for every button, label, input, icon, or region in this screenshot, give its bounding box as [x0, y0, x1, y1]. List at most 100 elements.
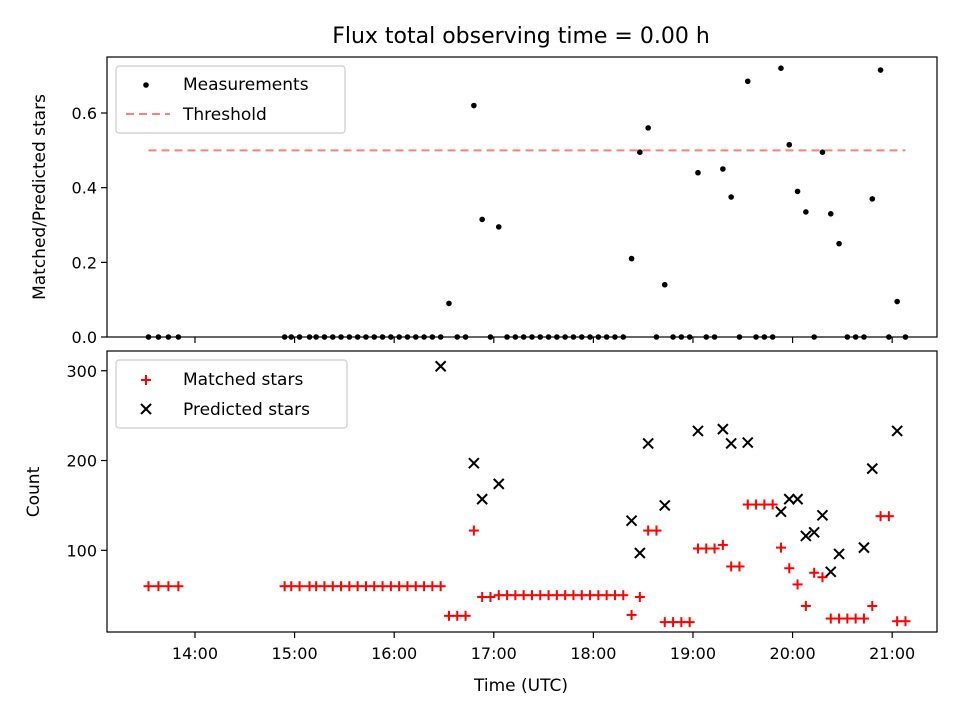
bottom-y-tick-label: 300 — [66, 362, 97, 381]
predicted-point — [891, 425, 903, 437]
predicted-point — [808, 526, 820, 539]
top-y-tick-label: 0.6 — [72, 104, 97, 123]
matched-point — [867, 600, 878, 611]
predicted-point — [725, 437, 737, 450]
predicted-point — [775, 505, 787, 518]
predicted-point — [742, 436, 754, 449]
top-y-tick-label: 0.2 — [72, 253, 97, 272]
predicted-point — [634, 547, 646, 559]
measurement-point — [479, 216, 485, 223]
matched-point — [817, 572, 828, 583]
measurement-point — [819, 149, 826, 155]
measurement-point — [836, 240, 842, 247]
predicted-point — [476, 493, 488, 505]
matched-point — [435, 581, 446, 592]
matched-point — [618, 590, 629, 601]
measurement-point — [637, 149, 643, 155]
matched-point — [153, 581, 164, 592]
x-tick-label: 20:00 — [770, 644, 816, 663]
x-tick-label: 15:00 — [272, 644, 318, 663]
matched-point — [775, 542, 786, 553]
matched-point — [900, 616, 911, 627]
measurement-point — [645, 125, 651, 131]
matched-point — [800, 600, 811, 611]
matched-point — [792, 579, 803, 590]
top-y-tick-label: 0.4 — [72, 179, 97, 198]
top-legend-box — [115, 65, 346, 134]
x-tick-label: 18:00 — [570, 644, 616, 663]
measurement-point — [803, 209, 809, 215]
top-y-tick-label: 0.0 — [72, 328, 97, 347]
measurement-point — [695, 169, 701, 176]
top-y-ticks: 0.0 0.2 0.4 0.6 — [72, 104, 107, 347]
predicted-point — [783, 493, 795, 505]
measurement-point — [661, 281, 668, 288]
predicted-point — [659, 499, 671, 512]
x-axis-label: Time (UTC) — [473, 676, 568, 696]
matched-point — [809, 567, 820, 578]
measurement-point — [827, 211, 834, 217]
matched-point — [767, 499, 778, 510]
x-tick-label: 14:00 — [172, 644, 218, 663]
matched-point — [858, 613, 869, 624]
bottom-plot-frame — [106, 350, 938, 633]
predicted-point — [833, 548, 845, 560]
predicted-point — [468, 457, 480, 469]
matched-point — [717, 539, 728, 550]
matched-point — [634, 591, 645, 602]
measurement-point — [744, 78, 751, 85]
matched-point — [626, 609, 637, 620]
top-plot-frame — [106, 56, 938, 338]
measurement-point — [495, 224, 502, 230]
chart-title: Flux total observing time = 0.00 h — [332, 24, 710, 49]
measurement-point — [894, 298, 900, 305]
predicted-point — [493, 478, 505, 490]
matched-legend-marker — [141, 375, 151, 385]
predicted-point — [858, 541, 870, 554]
legend-measurements: Measurements — [183, 75, 309, 95]
matched-point — [143, 581, 154, 592]
measurement-point — [720, 166, 726, 172]
bottom-legend: Matched stars Predicted stars — [115, 359, 348, 429]
measurement-point — [446, 300, 452, 307]
matched-point — [485, 591, 496, 602]
matched-point — [468, 525, 479, 536]
bottom-y-ticks: 100 200 300 — [66, 362, 107, 560]
x-tick-label: 16:00 — [371, 644, 417, 663]
measurement-point — [786, 141, 793, 148]
measurement-point — [628, 255, 635, 262]
bottom-y-tick-label: 100 — [66, 541, 97, 560]
predicted-point — [692, 425, 704, 437]
top-y-axis-label: Matched/Predicted stars — [30, 94, 50, 300]
matched-point — [709, 543, 720, 554]
top-x-ticks — [194, 337, 893, 343]
predicted-point — [816, 509, 829, 521]
measurements-legend-marker — [143, 82, 149, 88]
matched-point — [651, 525, 662, 536]
predicted-point — [625, 514, 638, 527]
bottom-y-tick-label: 200 — [66, 452, 97, 471]
predicted-points — [434, 360, 903, 578]
legend-threshold: Threshold — [182, 105, 267, 125]
bottom-panel: 100 200 300 14:00 15:00 16:00 17:00 18:00 19:00… — [24, 350, 938, 696]
measurement-point — [778, 65, 784, 71]
measurement-point — [869, 196, 876, 202]
predicted-point — [434, 360, 447, 372]
matched-point — [294, 581, 305, 592]
matched-point — [163, 581, 174, 592]
top-legend: Measurements Threshold — [115, 65, 346, 134]
predicted-point — [800, 530, 812, 542]
x-tick-label: 21:00 — [869, 644, 915, 663]
measurement-point — [728, 194, 734, 200]
matched-point — [173, 581, 184, 592]
measurement-point — [794, 188, 801, 195]
top-panel: 0.0 0.2 0.4 0.6 Matched/Predicted stars Mea… — [30, 56, 938, 347]
measurement-point — [877, 67, 884, 73]
measurement-point — [471, 102, 477, 109]
predicted-point — [825, 566, 837, 578]
x-tick-label: 17:00 — [471, 644, 517, 663]
matched-point — [460, 610, 471, 621]
matched-point — [883, 511, 894, 522]
matched-point — [734, 561, 745, 572]
